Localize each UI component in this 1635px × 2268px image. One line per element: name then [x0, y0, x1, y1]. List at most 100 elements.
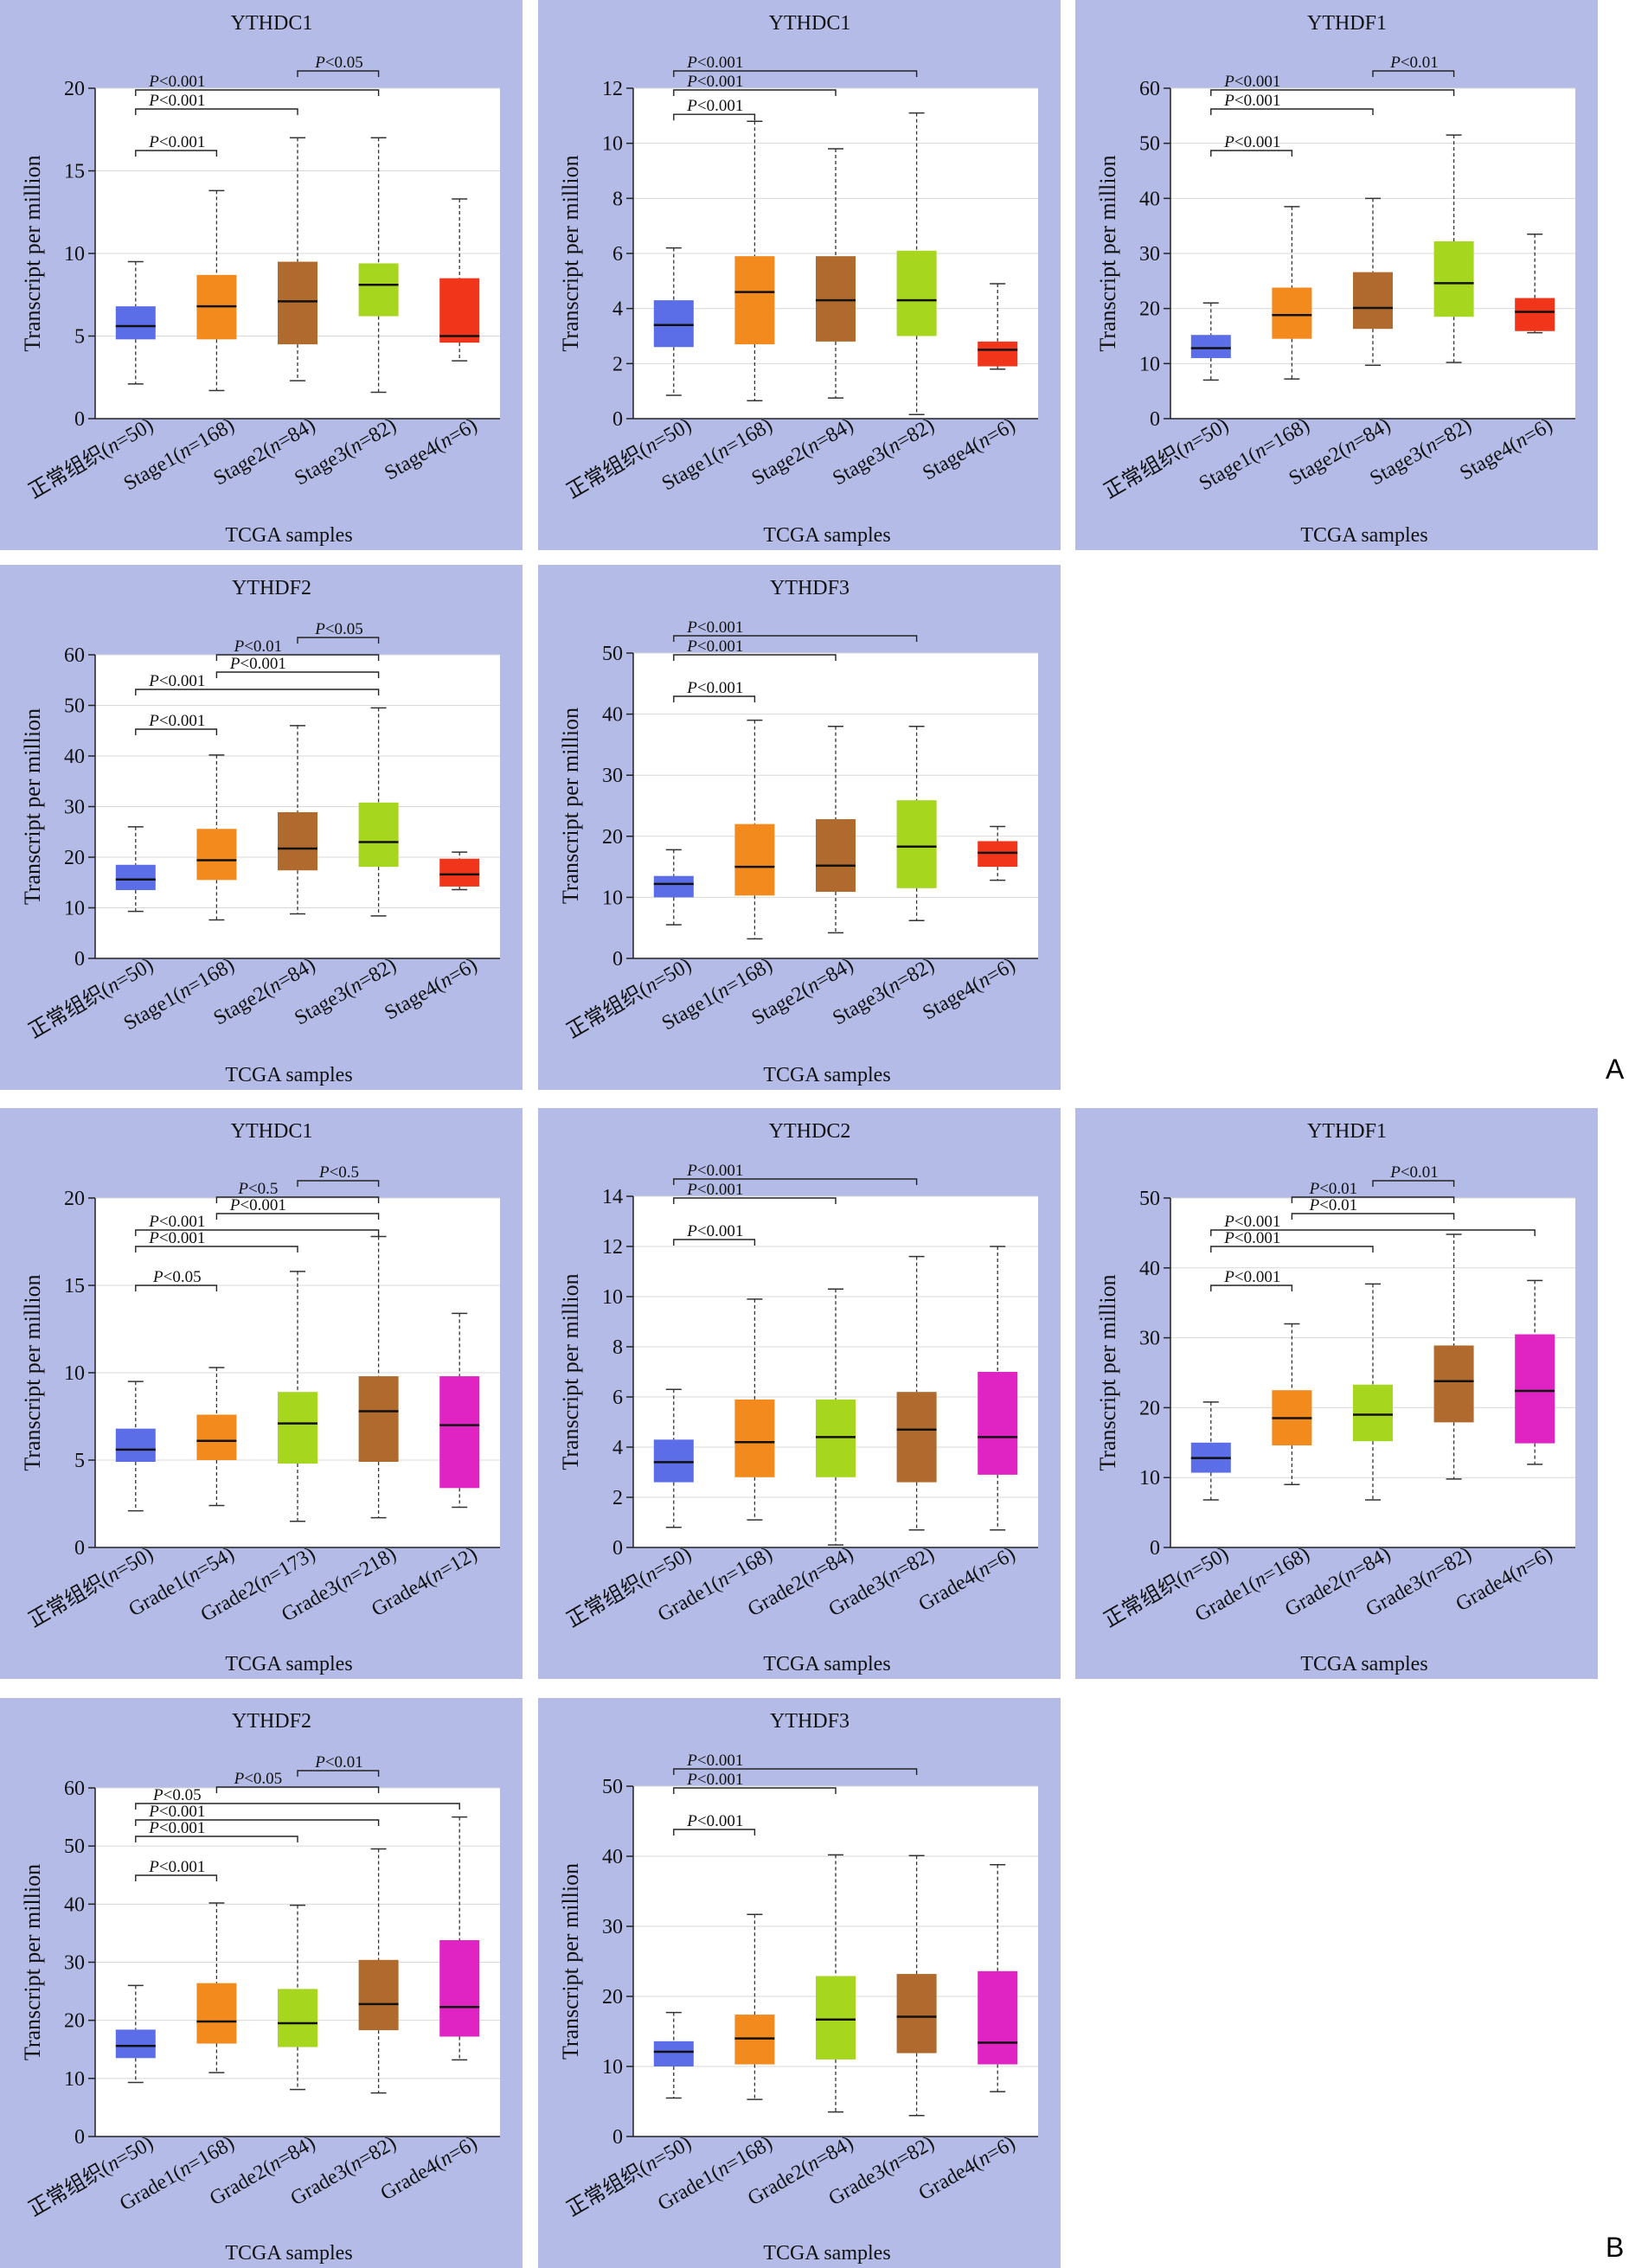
y-tick-label: 40 — [64, 746, 85, 768]
comparison-bracket: P<0.01 — [1291, 1180, 1455, 1203]
y-tick-label: 20 — [64, 2010, 85, 2033]
y-tick-label: 30 — [64, 1952, 85, 1975]
boxplot-svg: YTHDF2 0 10 20 30 40 50 60 Transcript per millio… — [20, 577, 500, 1086]
p-value-label: P<0.001 — [1223, 1229, 1280, 1247]
box-body — [439, 1939, 480, 2037]
chart-panel-a3: YTHDF1 0 10 20 30 40 50 60 Transcript per millio… — [1075, 0, 1598, 550]
bracket-line — [673, 1787, 837, 1794]
box-4 — [1433, 134, 1474, 363]
comparison-bracket: P<0.001 — [135, 133, 218, 157]
bracket-line — [1210, 1229, 1536, 1236]
y-tick-label: 6 — [612, 243, 623, 266]
bracket-line — [1210, 150, 1293, 157]
p-value-label: P<0.001 — [686, 1771, 743, 1789]
p-value-label: P<0.001 — [1223, 1213, 1280, 1231]
comparison-bracket: P<0.001 — [135, 712, 218, 735]
y-axis-label: Transcript per million — [558, 1863, 583, 2060]
y-tick-label: 60 — [64, 1778, 85, 1800]
bracket-line — [135, 1836, 298, 1842]
bracket-line — [297, 1770, 380, 1777]
box-body — [1353, 272, 1393, 330]
x-tick-label: Stage4(n=6) — [919, 954, 1019, 1025]
y-tick-label: 50 — [64, 1836, 85, 1858]
x-axis-label: TCGA samples — [225, 524, 352, 547]
y-tick-label: 30 — [602, 1916, 623, 1938]
y-tick-label: 20 — [602, 826, 623, 849]
box-body — [734, 1399, 775, 1477]
comparison-bracket: P<0.01 — [1372, 54, 1455, 77]
comparison-bracket: P<0.001 — [135, 672, 380, 695]
box-4 — [896, 112, 937, 415]
x-axis-label: TCGA samples — [763, 524, 890, 547]
y-tick-label: 0 — [1150, 1537, 1160, 1560]
comparison-bracket: P<0.001 — [673, 97, 756, 121]
box-body — [1353, 1384, 1393, 1442]
y-tick-label: 0 — [74, 2126, 85, 2149]
p-value-label: P<0.001 — [686, 618, 743, 637]
box-body — [115, 2029, 156, 2059]
box-1 — [115, 1984, 156, 2084]
y-tick-label: 2 — [612, 353, 623, 375]
y-tick-label: 40 — [64, 1893, 85, 1916]
comparison-bracket: P<0.001 — [135, 73, 380, 96]
box-body — [358, 1376, 399, 1463]
bracket-line — [215, 671, 380, 678]
comparison-bracket: P<0.001 — [1210, 133, 1293, 157]
comparison-bracket: P<0.001 — [1210, 1213, 1536, 1236]
chart-title: YTHDF3 — [770, 577, 850, 599]
p-value-label: P<0.001 — [148, 73, 205, 91]
y-tick-label: 50 — [64, 695, 85, 718]
chart-panel-b2: YTHDC2 0 2 4 6 8 10 12 14 Transcript per million P… — [538, 1108, 1061, 1679]
y-tick-label: 10 — [64, 898, 85, 920]
chart-title: YTHDF2 — [232, 1710, 311, 1733]
p-value-label: P<0.001 — [148, 1858, 205, 1876]
bracket-line — [673, 70, 918, 77]
box-body — [816, 1399, 856, 1477]
box-4 — [358, 707, 399, 917]
comparison-bracket: P<0.001 — [673, 1752, 918, 1775]
p-value-label: P<0.001 — [1223, 92, 1280, 110]
boxplot-svg: YTHDF2 0 10 20 30 40 50 60 Transcript per millio… — [20, 1710, 500, 2265]
p-value-label: P<0.001 — [686, 679, 743, 697]
comparison-bracket: P<0.05 — [215, 1770, 380, 1793]
box-3 — [1353, 197, 1393, 366]
chart-panel-b4: YTHDF2 0 10 20 30 40 50 60 Transcript per millio… — [0, 1698, 523, 2268]
bracket-line — [297, 637, 380, 644]
y-tick-label: 5 — [74, 326, 85, 349]
comparison-bracket: P<0.05 — [135, 1786, 460, 1810]
p-value-label: P<0.001 — [148, 133, 205, 151]
y-tick-label: 0 — [612, 948, 623, 971]
chart-panel-a5: YTHDF3 0 10 20 30 40 50 Transcript per million P… — [538, 565, 1061, 1090]
boxplot-svg: YTHDF3 0 10 20 30 40 50 Transcript per million P… — [558, 1710, 1038, 2265]
comparison-bracket: P<0.001 — [673, 618, 918, 642]
bracket-line — [673, 654, 837, 661]
bracket-line — [673, 1178, 918, 1185]
box-1 — [653, 1388, 694, 1528]
box-body — [358, 802, 399, 868]
y-tick-label: 30 — [1139, 1328, 1160, 1350]
boxplot-svg: YTHDC1 0 5 10 15 20 Transcript per million P<0.… — [20, 1120, 500, 1675]
box-1 — [115, 1381, 156, 1512]
comparison-bracket: P<0.001 — [135, 92, 298, 115]
y-tick-label: 8 — [612, 188, 623, 210]
y-tick-label: 10 — [602, 133, 623, 156]
p-value-label: P<0.001 — [148, 672, 205, 690]
bracket-line — [673, 89, 837, 96]
bracket-line — [215, 654, 380, 661]
x-axis-label: TCGA samples — [1300, 1653, 1427, 1675]
comparison-bracket: P<0.01 — [215, 637, 380, 661]
y-tick-label: 0 — [612, 2126, 623, 2149]
chart-title: YTHDF2 — [232, 577, 311, 599]
chart-title: YTHDC1 — [231, 12, 313, 35]
y-axis-label: Transcript per million — [1095, 155, 1120, 351]
y-tick-label: 14 — [602, 1186, 623, 1208]
bracket-line — [135, 1819, 380, 1826]
x-tick-label: Stage4(n=6) — [919, 414, 1019, 485]
bracket-line — [135, 89, 380, 96]
box-body — [196, 1983, 237, 2044]
box-body — [196, 1414, 237, 1460]
x-axis-label: TCGA samples — [763, 2242, 890, 2265]
y-tick-label: 10 — [64, 243, 85, 266]
p-value-label: P<0.05 — [152, 1268, 202, 1286]
chart-panel-a4: YTHDF2 0 10 20 30 40 50 60 Transcript per millio… — [0, 565, 523, 1090]
